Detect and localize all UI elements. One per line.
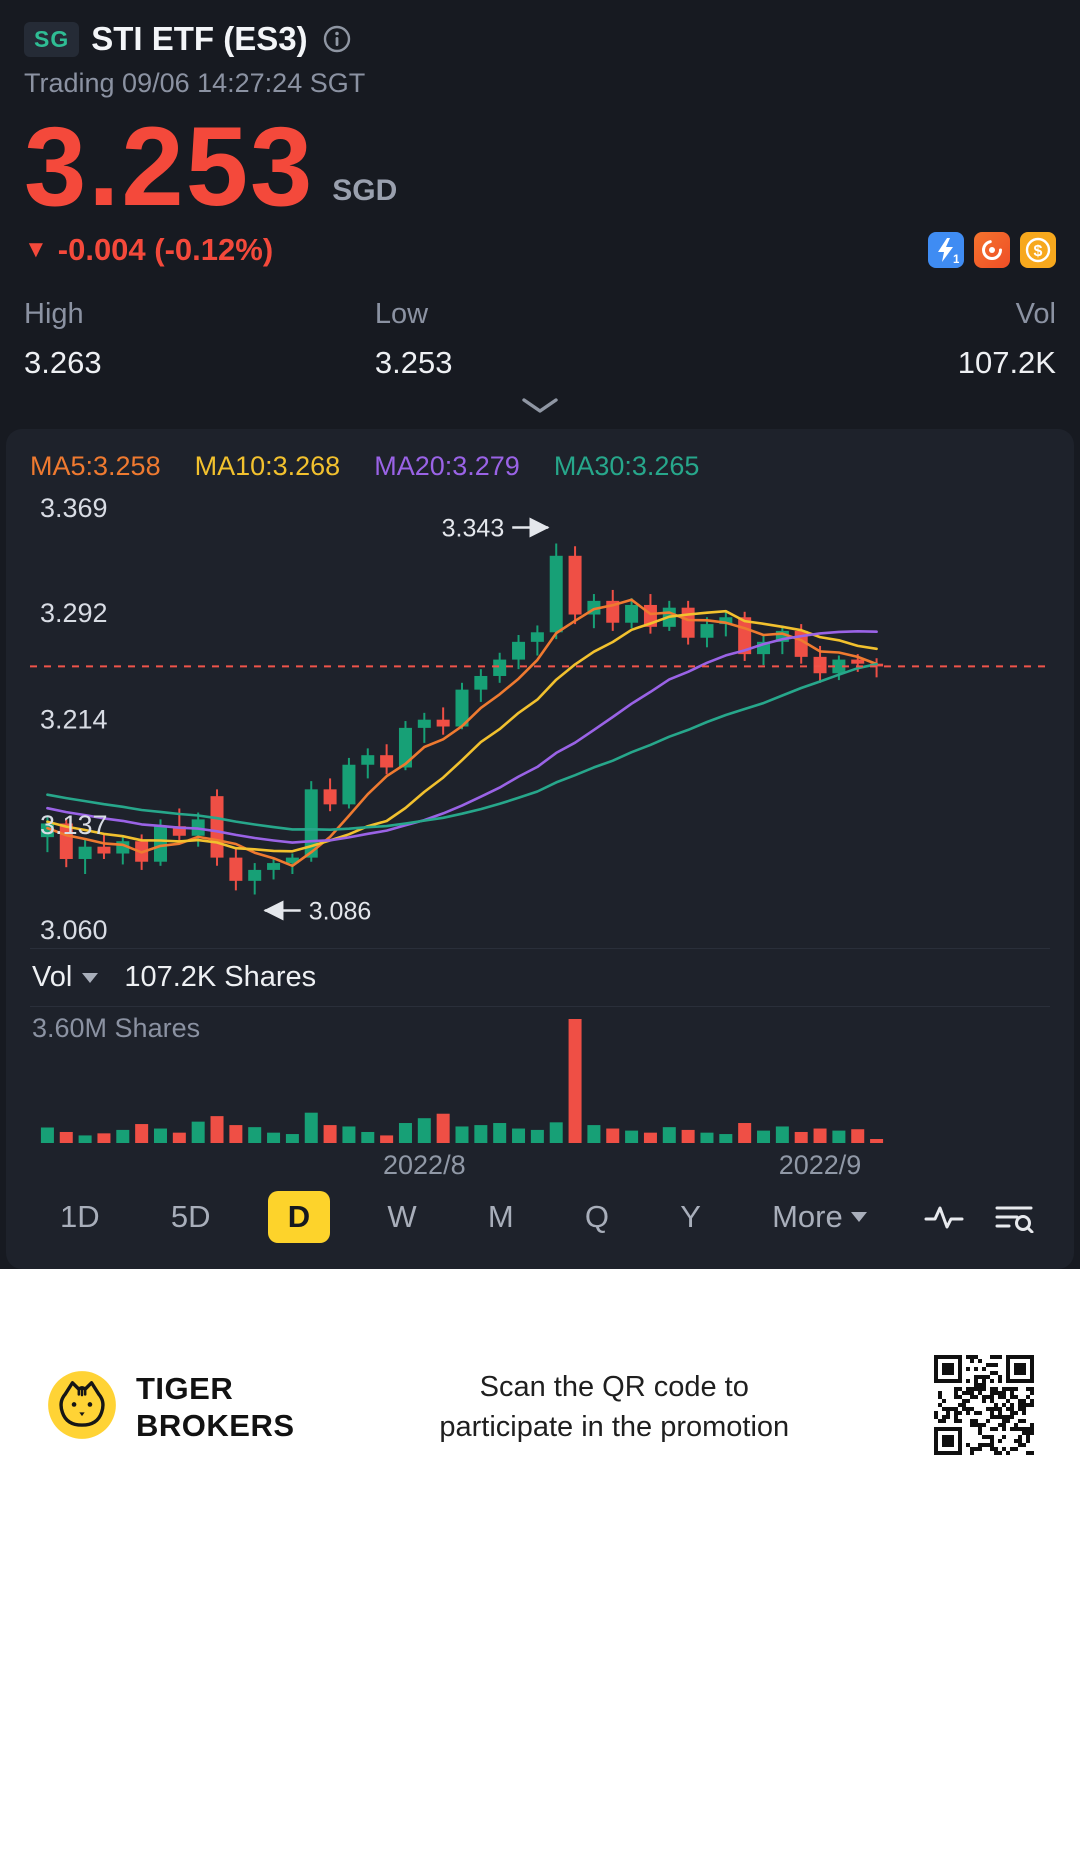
- tab-year[interactable]: Y: [666, 1191, 715, 1243]
- quote-section: SG STI ETF (ES3) Trading 09/06 14:27:24 …: [0, 0, 1080, 425]
- svg-text:3.369: 3.369: [40, 493, 108, 523]
- promotion-icon[interactable]: [974, 232, 1010, 269]
- tab-day[interactable]: D: [267, 1191, 331, 1244]
- price-change: ▼ -0.004 (-0.12%): [24, 232, 273, 268]
- volume-scale-label: 3.60M Shares: [32, 1013, 201, 1044]
- info-icon[interactable]: [322, 24, 352, 54]
- svg-text:3.343: 3.343: [442, 515, 505, 543]
- chart-tool-icons: [924, 1201, 1034, 1234]
- last-price: 3.253: [24, 104, 315, 229]
- stat-high: High 3.263: [24, 298, 375, 381]
- promo-footer: TIGER BROKERS Scan the QR code to partic…: [0, 1269, 1080, 1872]
- stat-vol: Vol 107.2K: [798, 298, 1056, 381]
- ma10-legend: MA10:3.268: [194, 451, 341, 482]
- chevron-down-icon: [82, 972, 99, 983]
- down-arrow-icon: ▼: [24, 236, 48, 264]
- qr-code: [933, 1355, 1034, 1460]
- quote-icon-group: 1 $: [928, 232, 1056, 269]
- tab-quarter[interactable]: Q: [571, 1191, 623, 1243]
- ma20-legend: MA20:3.279: [374, 451, 520, 482]
- volume-indicator-selector[interactable]: Vol: [32, 961, 99, 994]
- tiger-brokers-logo: [46, 1369, 118, 1446]
- ma30-legend: MA30:3.265: [553, 451, 700, 482]
- ma-legend: MA5:3.258 MA10:3.268 MA20:3.279 MA30:3.2…: [30, 451, 1050, 482]
- price-row: 3.253 SGD: [24, 104, 1056, 229]
- volume-selector-label: Vol: [32, 961, 73, 994]
- change-row: ▼ -0.004 (-0.12%) 1: [24, 232, 1056, 269]
- svg-text:3.086: 3.086: [309, 898, 372, 926]
- brand-line1: TIGER: [136, 1370, 234, 1406]
- svg-text:2022/8: 2022/8: [383, 1150, 466, 1180]
- tab-month[interactable]: M: [474, 1191, 528, 1243]
- cash-rewards-icon[interactable]: $: [1020, 232, 1056, 269]
- svg-text:$: $: [1034, 243, 1043, 260]
- chevron-down-icon: [850, 1212, 867, 1223]
- low-value: 3.253: [374, 345, 453, 381]
- brand-name: TIGER BROKERS: [136, 1371, 295, 1444]
- collapse-quote-chevron[interactable]: [24, 381, 1056, 425]
- chart-panel: MA5:3.258 MA10:3.268 MA20:3.279 MA30:3.2…: [6, 429, 1074, 1270]
- vol-label: Vol: [1015, 298, 1056, 331]
- candlestick-chart[interactable]: 3.369 3.292 3.214 3.137 3.060 3.343 3.086: [30, 492, 1050, 942]
- stat-low: Low 3.253: [375, 298, 798, 381]
- high-label: High: [24, 298, 84, 331]
- high-value: 3.263: [24, 345, 102, 381]
- tab-1d[interactable]: 1D: [46, 1191, 114, 1243]
- currency-label: SGD: [332, 174, 398, 208]
- svg-text:3.214: 3.214: [40, 705, 108, 735]
- flash-order-icon[interactable]: 1: [928, 232, 964, 269]
- promo-line1: Scan the QR code to: [479, 1371, 749, 1404]
- more-label: More: [772, 1199, 843, 1235]
- volume-area: 3.60M Shares 2022/8 2022/9: [30, 1011, 1050, 1181]
- trend-indicator-icon[interactable]: [924, 1201, 964, 1233]
- low-label: Low: [374, 298, 429, 331]
- svg-text:3.292: 3.292: [40, 598, 108, 628]
- vol-value: 107.2K: [957, 345, 1056, 381]
- svg-text:3.137: 3.137: [40, 810, 108, 840]
- promo-text: Scan the QR code to participate in the p…: [439, 1368, 789, 1446]
- svg-text:1: 1: [953, 252, 959, 264]
- brand-block: TIGER BROKERS: [46, 1369, 295, 1446]
- trading-status: Trading 09/06 14:27:24 SGT: [24, 68, 366, 98]
- stats-row: High 3.263 Low 3.253 Vol 107.2K: [24, 298, 1056, 381]
- volume-header: Vol 107.2K Shares: [30, 948, 1050, 1008]
- svg-text:3.060: 3.060: [40, 915, 108, 942]
- brand-line2: BROKERS: [136, 1407, 295, 1443]
- instrument-title: STI ETF (ES3): [91, 20, 308, 57]
- volume-current-value: 107.2K Shares: [124, 961, 317, 994]
- tab-more[interactable]: More: [758, 1191, 881, 1243]
- tab-week[interactable]: W: [373, 1191, 430, 1243]
- tab-5d[interactable]: 5D: [157, 1191, 225, 1243]
- svg-text:2022/9: 2022/9: [779, 1150, 862, 1180]
- title-row: SG STI ETF (ES3): [24, 20, 1056, 58]
- indicator-settings-icon[interactable]: [994, 1201, 1034, 1234]
- promo-line2: participate in the promotion: [439, 1410, 790, 1443]
- change-value: -0.004 (-0.12%): [57, 232, 274, 268]
- footer-content: TIGER BROKERS Scan the QR code to partic…: [0, 1355, 1080, 1460]
- period-tab-bar: 1D 5D D W M Q Y More: [30, 1181, 1050, 1257]
- volume-chart[interactable]: 2022/8 2022/9: [30, 1011, 1050, 1181]
- market-badge: SG: [24, 21, 80, 57]
- ma5-legend: MA5:3.258: [30, 451, 161, 482]
